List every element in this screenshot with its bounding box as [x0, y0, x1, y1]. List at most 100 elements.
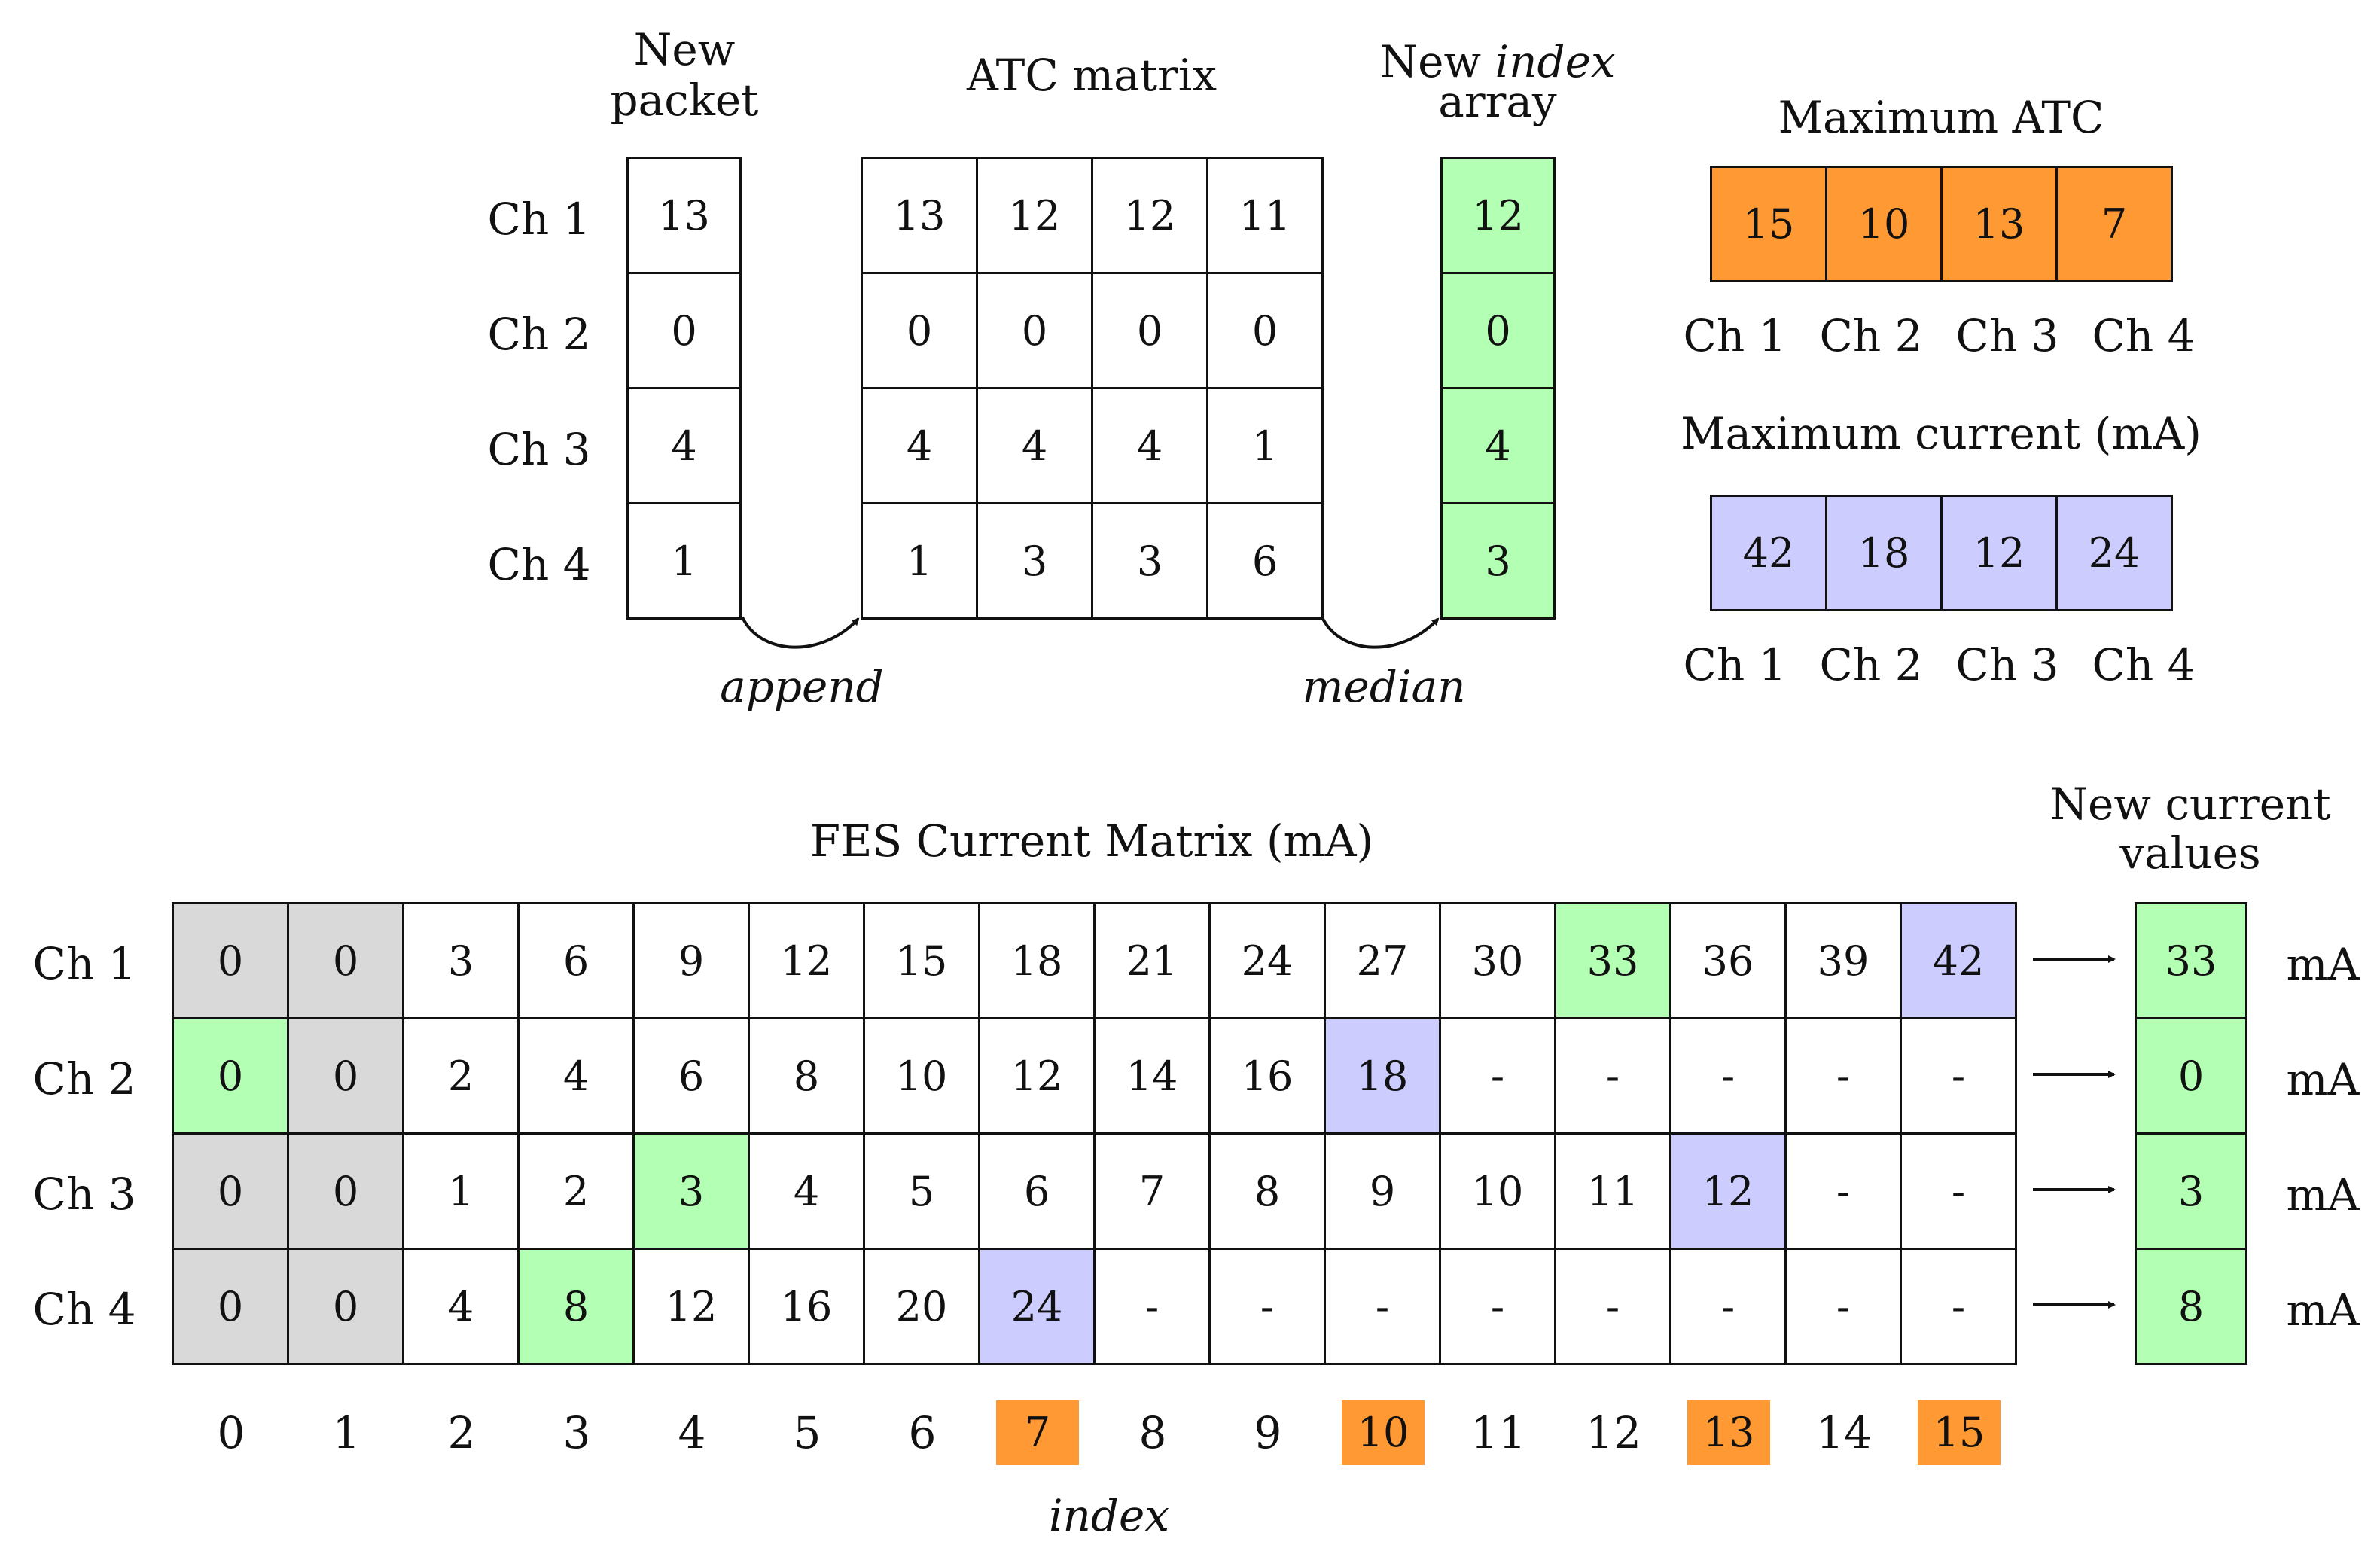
fes-cell: 8	[1208, 1132, 1326, 1250]
index-value: 9	[1254, 1407, 1282, 1458]
unit-label: mA	[2286, 1054, 2360, 1105]
new-packet-cell: 0	[626, 272, 742, 389]
fes-cell: 3	[402, 902, 520, 1019]
atc-cell: 4	[861, 387, 978, 504]
atc-cell: 3	[1091, 502, 1208, 620]
append-label: append	[720, 661, 884, 712]
index-value-highlighted: 7	[996, 1400, 1079, 1465]
fes-cell: 24	[1208, 902, 1326, 1019]
fes-cell: -	[1208, 1248, 1326, 1365]
fes-cell: -	[1900, 1248, 2017, 1365]
fes-cell: 15	[863, 902, 980, 1019]
fes-cell: -	[1669, 1017, 1787, 1135]
new-index-label-index: index	[1495, 36, 1616, 87]
fes-cell: 6	[517, 902, 635, 1019]
fes-cell: 14	[1093, 1017, 1211, 1135]
max-current-channel-label: Ch 3	[1955, 639, 2059, 690]
fes-cell: -	[1324, 1248, 1441, 1365]
new-current-title-line2: values	[2119, 827, 2261, 879]
top-row-label: Ch 2	[487, 309, 591, 360]
max-atc-title: Maximum ATC	[1778, 92, 2104, 143]
fes-cell: 30	[1439, 902, 1556, 1019]
max-current-channel-label: Ch 2	[1819, 639, 1923, 690]
max-atc-channel-label: Ch 4	[2092, 310, 2196, 361]
new-current-cell: 33	[2135, 902, 2247, 1019]
index-value: 12	[1586, 1407, 1641, 1458]
fes-cell: -	[1554, 1248, 1671, 1365]
fes-cell: 1	[402, 1132, 520, 1250]
index-value: 4	[678, 1407, 706, 1458]
fes-cell: 21	[1093, 902, 1211, 1019]
fes-cell: 4	[748, 1132, 865, 1250]
fes-cell: 12	[1669, 1132, 1787, 1250]
fes-cell: 18	[978, 902, 1096, 1019]
max-current-channel-label: Ch 1	[1683, 639, 1787, 690]
unit-label: mA	[2286, 939, 2360, 990]
fes-cell: -	[1784, 1017, 1902, 1135]
index-value: 0	[217, 1407, 245, 1458]
fes-cell: 18	[1324, 1017, 1441, 1135]
new-packet-cell: 4	[626, 387, 742, 504]
index-value-highlighted: 15	[1918, 1400, 2001, 1465]
new-current-cell: 3	[2135, 1132, 2247, 1250]
index-value: 14	[1816, 1407, 1872, 1458]
fes-cell: 16	[748, 1248, 865, 1365]
new-index-cell: 3	[1440, 502, 1556, 620]
new-packet-label-line2: packet	[610, 75, 759, 126]
fes-cell: 11	[1554, 1132, 1671, 1250]
fes-cell: 0	[172, 1017, 289, 1135]
fes-cell: 16	[1208, 1017, 1326, 1135]
atc-cell: 0	[1091, 272, 1208, 389]
new-index-label-line1: New index	[1379, 40, 1615, 84]
new-index-label-array: array	[1438, 76, 1557, 127]
new-packet-cell: 13	[626, 157, 742, 274]
fes-cell: 3	[632, 1132, 750, 1250]
atc-cell: 0	[861, 272, 978, 389]
max-current-cell: 12	[1940, 495, 2058, 611]
fes-cell: 12	[978, 1017, 1096, 1135]
index-value-highlighted: 10	[1342, 1400, 1425, 1465]
new-current-cell: 0	[2135, 1017, 2247, 1135]
unit-label: mA	[2286, 1169, 2360, 1220]
fes-cell: 27	[1324, 902, 1441, 1019]
fes-cell: 8	[517, 1248, 635, 1365]
fes-cell: 10	[863, 1017, 980, 1135]
max-atc-cell: 13	[1940, 166, 2058, 282]
new-index-cell: 12	[1440, 157, 1556, 274]
fes-cell: 0	[172, 1132, 289, 1250]
unit-label: mA	[2286, 1284, 2360, 1336]
fes-cell: -	[1900, 1017, 2017, 1135]
atc-cell: 0	[1206, 272, 1324, 389]
fes-cell: 2	[402, 1017, 520, 1135]
fes-row-label: Ch 3	[32, 1169, 136, 1220]
max-atc-channel-label: Ch 1	[1683, 310, 1787, 361]
top-row-label: Ch 1	[487, 193, 591, 245]
fes-cell: 39	[1784, 902, 1902, 1019]
max-current-title: Maximum current (mA)	[1681, 408, 2202, 459]
fes-row-label: Ch 4	[32, 1284, 136, 1335]
fes-cell: 6	[632, 1017, 750, 1135]
fes-cell: -	[1669, 1248, 1787, 1365]
max-current-channel-label: Ch 4	[2092, 639, 2196, 690]
max-current-cell: 18	[1825, 495, 1943, 611]
fes-cell: 0	[287, 1248, 404, 1365]
fes-cell: 33	[1554, 902, 1671, 1019]
fes-cell: -	[1439, 1017, 1556, 1135]
atc-cell: 1	[861, 502, 978, 620]
fes-row-label: Ch 1	[32, 938, 136, 989]
fes-cell: 0	[287, 1132, 404, 1250]
fes-cell: 9	[1324, 1132, 1441, 1250]
fes-cell: 2	[517, 1132, 635, 1250]
new-current-title-line1: New current	[2049, 779, 2331, 830]
fes-cell: 9	[632, 902, 750, 1019]
fes-cell: 6	[978, 1132, 1096, 1250]
index-value: 8	[1138, 1407, 1167, 1458]
fes-cell: -	[1900, 1132, 2017, 1250]
fes-cell: -	[1093, 1248, 1211, 1365]
atc-cell: 0	[976, 272, 1093, 389]
new-current-cell: 8	[2135, 1248, 2247, 1365]
fes-cell: -	[1439, 1248, 1556, 1365]
fes-cell: 24	[978, 1248, 1096, 1365]
